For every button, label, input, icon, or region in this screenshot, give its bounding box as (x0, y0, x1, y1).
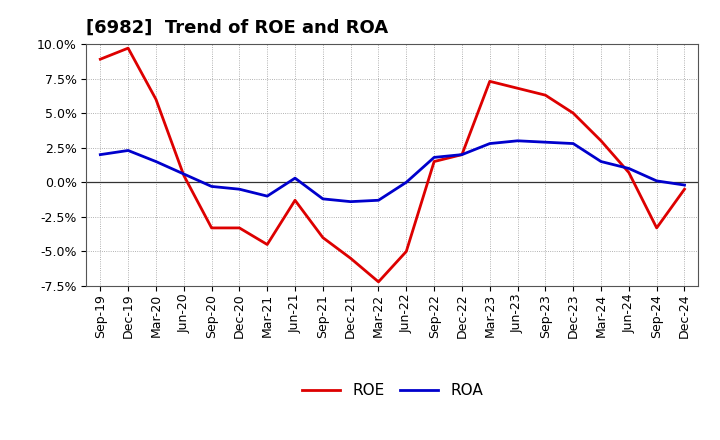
ROA (485, 141, 494, 146)
ROE (152, 97, 161, 102)
ROE (263, 242, 271, 247)
ROE (207, 225, 216, 231)
ROA (179, 171, 188, 176)
ROA (124, 148, 132, 153)
ROE (96, 57, 104, 62)
ROA (374, 198, 383, 203)
ROE (485, 79, 494, 84)
ROA (569, 141, 577, 146)
ROE (374, 279, 383, 285)
ROA (152, 159, 161, 164)
ROE (179, 173, 188, 178)
ROA (597, 159, 606, 164)
ROE (430, 159, 438, 164)
ROE (541, 92, 550, 98)
ROE (235, 225, 243, 231)
ROE (346, 256, 355, 261)
ROA (291, 176, 300, 181)
ROA (346, 199, 355, 204)
ROA (207, 184, 216, 189)
ROE (624, 170, 633, 175)
ROE (318, 235, 327, 240)
ROA (458, 152, 467, 157)
Line: ROE: ROE (100, 48, 685, 282)
ROE (569, 110, 577, 116)
ROE (680, 187, 689, 192)
ROA (513, 138, 522, 143)
Legend: ROE, ROA: ROE, ROA (296, 377, 489, 404)
ROE (291, 198, 300, 203)
ROA (652, 178, 661, 183)
ROA (541, 139, 550, 145)
ROA (318, 196, 327, 202)
ROE (652, 225, 661, 231)
ROA (430, 155, 438, 160)
ROA (235, 187, 243, 192)
ROA (402, 180, 410, 185)
ROE (124, 45, 132, 51)
ROE (458, 152, 467, 157)
ROE (597, 138, 606, 143)
ROA (263, 194, 271, 199)
Line: ROA: ROA (100, 141, 685, 202)
ROA (624, 166, 633, 171)
ROA (680, 183, 689, 188)
ROE (402, 249, 410, 254)
ROA (96, 152, 104, 157)
ROE (513, 86, 522, 91)
Text: [6982]  Trend of ROE and ROA: [6982] Trend of ROE and ROA (86, 19, 389, 37)
